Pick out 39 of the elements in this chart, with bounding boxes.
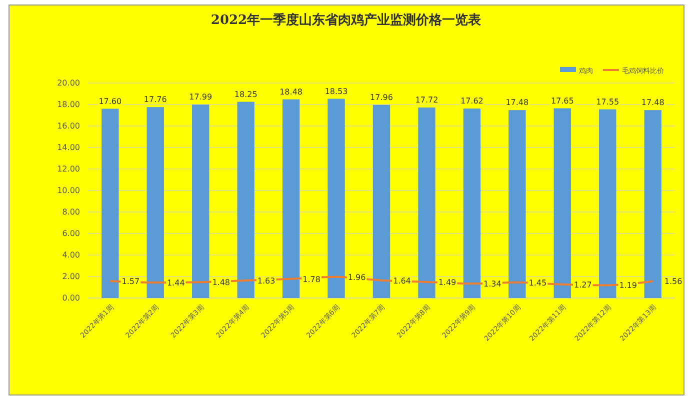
data-label: 1.44 (166, 278, 185, 288)
data-label: 18.25 (234, 90, 258, 99)
data-label: 1.78 (302, 274, 320, 284)
data-label: 1.56 (664, 277, 682, 286)
y-tick-label: 20.00 (57, 78, 80, 88)
data-label: 1.19 (619, 281, 638, 290)
data-label: 1.27 (574, 280, 592, 290)
y-tick-label: 4.00 (62, 250, 80, 260)
data-label: 1.96 (348, 272, 366, 282)
data-label: 18.53 (324, 86, 348, 96)
data-label: 17.99 (189, 92, 212, 102)
data-label: 1.48 (212, 278, 230, 288)
data-label: 17.72 (415, 96, 438, 105)
data-label: 17.60 (98, 96, 122, 106)
data-label: 17.65 (550, 96, 574, 106)
y-tick-label: 6.00 (62, 229, 80, 238)
y-tick-label: 12.00 (57, 164, 80, 174)
data-label: 17.96 (370, 92, 393, 102)
line-series (109, 276, 654, 286)
y-tick-label: 8.00 (62, 208, 80, 217)
data-label: 1.63 (257, 276, 276, 286)
data-label: 1.34 (484, 280, 502, 289)
data-label: 17.62 (460, 96, 484, 106)
data-label: 18.48 (280, 87, 303, 96)
y-tick-label: 10.00 (57, 186, 80, 196)
y-tick-label: 14.00 (57, 143, 80, 152)
y-tick-label: 0.00 (62, 294, 80, 303)
data-label: 1.64 (393, 276, 411, 286)
data-label: 1.49 (438, 278, 456, 287)
data-label: 1.57 (122, 277, 140, 286)
data-label: 17.48 (506, 98, 529, 108)
y-tick-label: 16.00 (57, 122, 80, 131)
data-label: 17.76 (144, 95, 167, 104)
y-tick-label: 18.00 (57, 100, 80, 110)
data-label: 17.55 (596, 97, 620, 106)
chart-title: 2022年一季度山东省肉鸡产业监测价格一览表 (210, 12, 482, 28)
data-label: 17.48 (641, 98, 664, 108)
data-label: 1.45 (528, 278, 547, 288)
y-tick-label: 2.00 (62, 272, 80, 282)
